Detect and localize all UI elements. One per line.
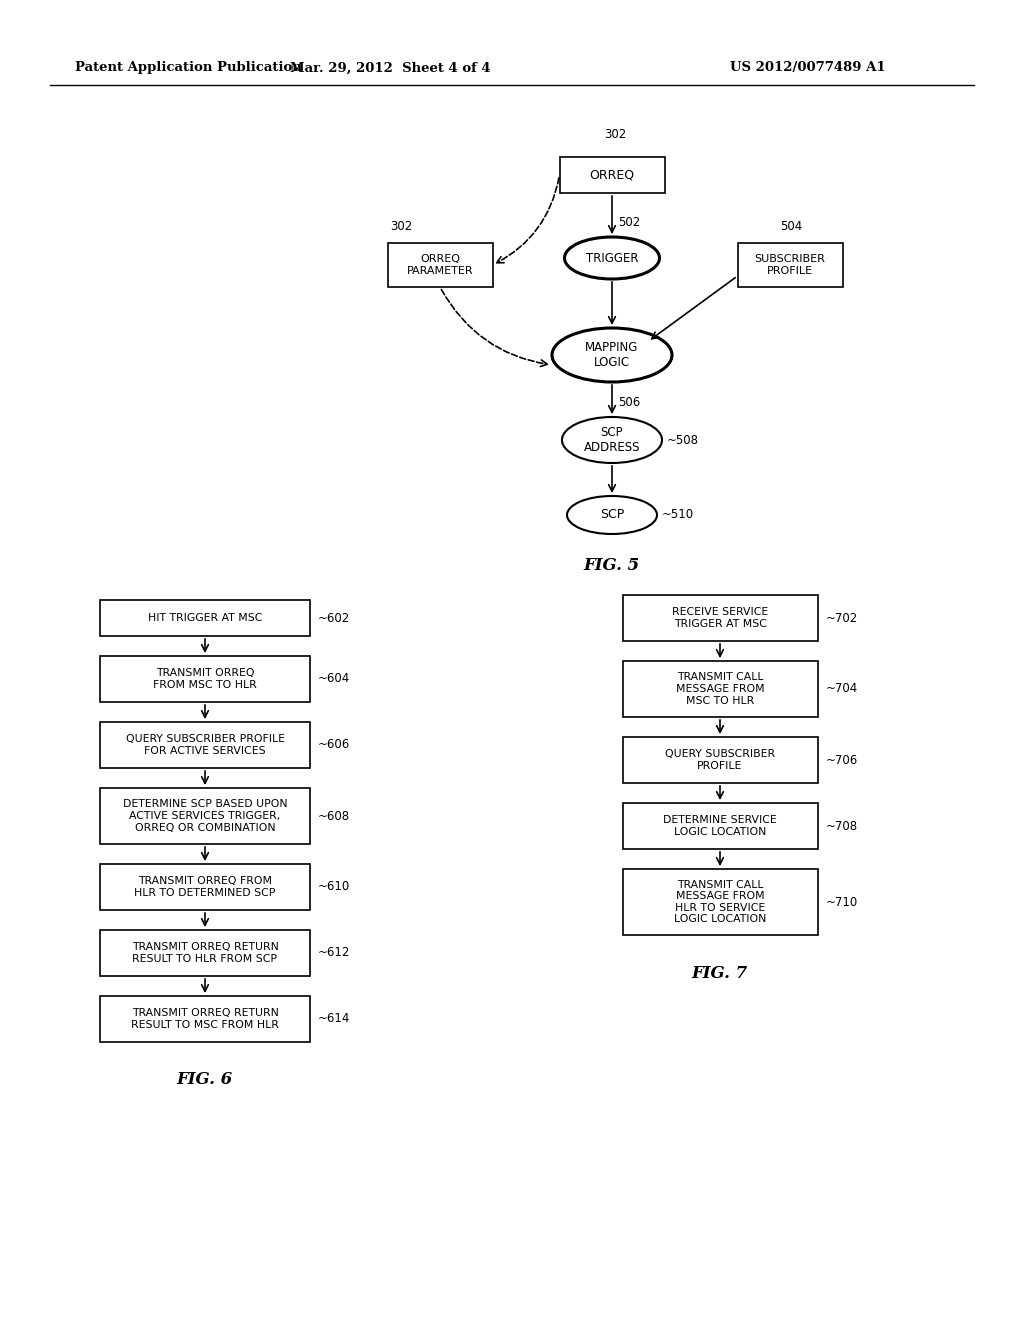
Text: FIG. 5: FIG. 5 [584,557,640,573]
Text: QUERY SUBSCRIBER PROFILE
FOR ACTIVE SERVICES: QUERY SUBSCRIBER PROFILE FOR ACTIVE SERV… [126,734,285,756]
FancyBboxPatch shape [100,997,310,1041]
Text: 506: 506 [618,396,640,409]
Text: Patent Application Publication: Patent Application Publication [75,62,302,74]
Text: TRIGGER: TRIGGER [586,252,638,264]
Text: ~608: ~608 [318,809,350,822]
Text: ~606: ~606 [318,738,350,751]
Text: ~702: ~702 [825,611,858,624]
FancyBboxPatch shape [623,869,817,935]
Text: ~614: ~614 [318,1012,350,1026]
Text: MAPPING
LOGIC: MAPPING LOGIC [586,341,639,370]
FancyBboxPatch shape [623,803,817,849]
FancyBboxPatch shape [100,931,310,975]
Ellipse shape [567,496,657,535]
Text: ~602: ~602 [318,611,350,624]
Text: ~710: ~710 [825,895,858,908]
FancyBboxPatch shape [623,737,817,783]
Text: ORREQ
PARAMETER: ORREQ PARAMETER [407,255,473,276]
Text: ~508: ~508 [667,433,699,446]
Text: FIG. 6: FIG. 6 [177,1072,233,1089]
Ellipse shape [562,417,662,463]
Text: DETERMINE SERVICE
LOGIC LOCATION: DETERMINE SERVICE LOGIC LOCATION [664,816,777,837]
Text: TRANSMIT ORREQ
FROM MSC TO HLR: TRANSMIT ORREQ FROM MSC TO HLR [154,668,257,690]
Text: ~704: ~704 [825,682,858,696]
Text: QUERY SUBSCRIBER
PROFILE: QUERY SUBSCRIBER PROFILE [665,750,775,771]
FancyBboxPatch shape [100,865,310,909]
Text: ORREQ: ORREQ [590,169,635,181]
Text: TRANSMIT ORREQ FROM
HLR TO DETERMINED SCP: TRANSMIT ORREQ FROM HLR TO DETERMINED SC… [134,876,275,898]
Text: 502: 502 [618,215,640,228]
FancyArrowPatch shape [497,178,559,263]
Text: ~706: ~706 [825,754,858,767]
Text: ~604: ~604 [318,672,350,685]
Text: TRANSMIT ORREQ RETURN
RESULT TO HLR FROM SCP: TRANSMIT ORREQ RETURN RESULT TO HLR FROM… [131,942,279,964]
Text: FIG. 7: FIG. 7 [692,965,749,982]
FancyBboxPatch shape [623,661,817,717]
Text: HIT TRIGGER AT MSC: HIT TRIGGER AT MSC [147,612,262,623]
Text: RECEIVE SERVICE
TRIGGER AT MSC: RECEIVE SERVICE TRIGGER AT MSC [672,607,768,628]
FancyBboxPatch shape [559,157,665,193]
Ellipse shape [552,327,672,381]
Text: ~708: ~708 [825,820,858,833]
Text: TRANSMIT ORREQ RETURN
RESULT TO MSC FROM HLR: TRANSMIT ORREQ RETURN RESULT TO MSC FROM… [131,1008,279,1030]
Text: 504: 504 [780,220,802,234]
FancyBboxPatch shape [387,243,493,286]
Text: SUBSCRIBER
PROFILE: SUBSCRIBER PROFILE [755,255,825,276]
FancyBboxPatch shape [100,656,310,702]
FancyBboxPatch shape [623,595,817,642]
FancyBboxPatch shape [737,243,843,286]
Text: Mar. 29, 2012  Sheet 4 of 4: Mar. 29, 2012 Sheet 4 of 4 [290,62,490,74]
Text: SCP
ADDRESS: SCP ADDRESS [584,426,640,454]
FancyBboxPatch shape [100,788,310,843]
FancyBboxPatch shape [100,722,310,768]
Text: TRANSMIT CALL
MESSAGE FROM
MSC TO HLR: TRANSMIT CALL MESSAGE FROM MSC TO HLR [676,672,764,706]
Text: TRANSMIT CALL
MESSAGE FROM
HLR TO SERVICE
LOGIC LOCATION: TRANSMIT CALL MESSAGE FROM HLR TO SERVIC… [674,879,766,924]
Text: ~612: ~612 [318,946,350,960]
FancyArrowPatch shape [441,289,548,367]
Text: ~610: ~610 [318,880,350,894]
Ellipse shape [564,238,659,279]
Text: SCP: SCP [600,508,624,521]
FancyBboxPatch shape [100,601,310,636]
Text: 302: 302 [604,128,627,141]
Text: DETERMINE SCP BASED UPON
ACTIVE SERVICES TRIGGER,
ORREQ OR COMBINATION: DETERMINE SCP BASED UPON ACTIVE SERVICES… [123,800,288,833]
Text: US 2012/0077489 A1: US 2012/0077489 A1 [730,62,886,74]
Text: 302: 302 [390,220,413,234]
Text: ~510: ~510 [662,508,694,521]
